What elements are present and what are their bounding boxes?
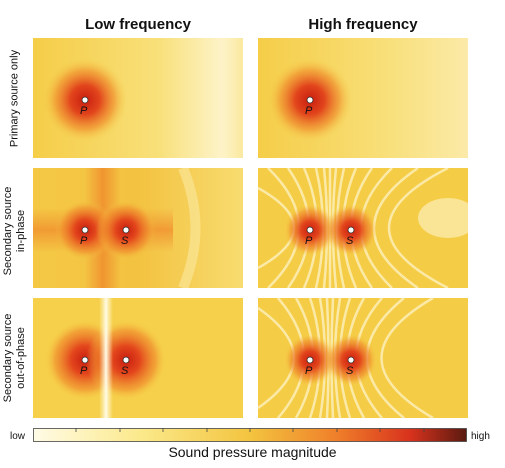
panel-out-of-phase-high xyxy=(258,298,468,418)
secondary-source-marker xyxy=(347,356,355,364)
source-label-p: P xyxy=(80,105,88,117)
panel-primary-high xyxy=(258,38,468,158)
source-label-s: S xyxy=(346,365,354,377)
secondary-source-marker xyxy=(122,226,130,234)
source-label-s: S xyxy=(346,235,354,247)
row-label-line: Secondary source xyxy=(2,186,14,276)
colorbar xyxy=(33,428,467,442)
row-label-line: in-phase xyxy=(15,209,27,253)
primary-source-marker xyxy=(306,96,314,104)
row-label-in-phase: Secondary source in-phase xyxy=(2,171,28,291)
column-title-low-frequency: Low frequency xyxy=(85,16,191,33)
colorbar-low-label: low xyxy=(10,431,26,442)
primary-source-marker xyxy=(81,356,89,364)
source-label-p: P xyxy=(305,105,313,117)
primary-source-marker xyxy=(81,96,89,104)
secondary-source-marker xyxy=(122,356,130,364)
secondary-source-marker xyxy=(347,226,355,234)
primary-source-marker xyxy=(306,356,314,364)
panel-in-phase-high xyxy=(258,168,468,288)
primary-source-marker xyxy=(81,226,89,234)
row-label-line: Primary source only xyxy=(8,49,21,148)
colorbar-high-label: high xyxy=(471,431,490,442)
panel-out-of-phase-low xyxy=(33,298,243,418)
source-label-p: P xyxy=(80,235,88,247)
source-label-p: P xyxy=(305,365,313,377)
panel-primary-low xyxy=(33,38,243,158)
colorbar-title: Sound pressure magnitude xyxy=(168,444,337,460)
panel-in-phase-low xyxy=(33,168,243,288)
row-label-line: out-of-phase xyxy=(15,327,27,389)
row-label-out-of-phase: Secondary source out-of-phase xyxy=(2,298,28,418)
source-label-s: S xyxy=(121,365,129,377)
primary-source-marker xyxy=(306,226,314,234)
source-label-p: P xyxy=(80,365,88,377)
source-label-s: S xyxy=(121,235,129,247)
row-label-line: Secondary source xyxy=(2,313,14,403)
row-label-primary: Primary source only xyxy=(9,39,22,159)
source-label-p: P xyxy=(305,235,313,247)
column-title-high-frequency: High frequency xyxy=(308,16,418,33)
